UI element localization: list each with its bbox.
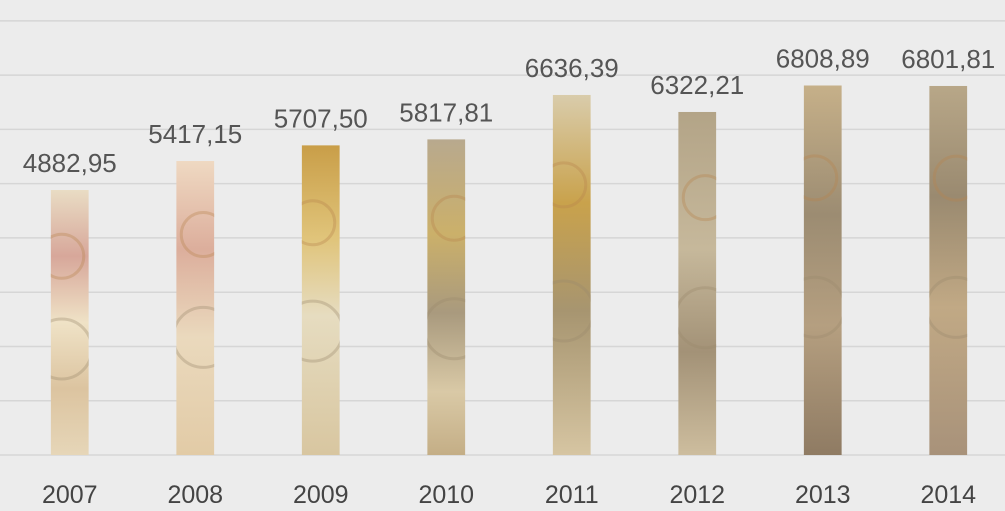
value-label: 6808,89 [776,43,870,73]
bar-2009 [301,145,340,455]
grid-lines [0,20,1005,456]
bar-fill [427,139,466,455]
bar-2008 [176,161,215,456]
bar-texture [552,161,588,209]
value-labels: 4882,95 5417,15 5707,50 5817,81 6636,39 6322,… [23,43,995,178]
x-tick-label: 2012 [669,481,725,509]
bar-2011 [552,94,591,456]
bar-fill [552,94,591,456]
value-label: 5817,81 [399,97,493,127]
bar-texture [179,211,215,259]
bar-texture [430,194,466,242]
value-label: 5417,15 [148,119,242,149]
bar-texture [932,154,968,202]
bar-2012 [678,111,717,456]
bar-texture [678,286,717,350]
bar-texture [301,199,337,247]
value-label: 6636,39 [525,53,619,83]
bar-texture [427,297,466,361]
value-label: 5707,50 [274,103,368,133]
x-tick-label: 2011 [545,481,599,509]
bar-texture [552,279,591,343]
x-tick-label: 2014 [920,481,976,509]
bar-fill [176,161,215,456]
bar-2010 [427,139,466,455]
value-label: 4882,95 [23,148,117,178]
value-label: 6322,21 [650,70,744,100]
bar-fill [929,85,968,455]
bar-fill [678,111,717,456]
x-tick-label: 2007 [42,481,98,509]
x-tick-label: 2013 [795,481,851,509]
x-tick-label: 2009 [293,481,349,509]
bar-texture [50,317,89,381]
bar-texture [803,275,842,339]
x-axis-tick-labels: 2007 2008 2009 2010 2011 2012 2013 2014 [42,481,976,509]
bar-2007 [50,190,89,455]
bar-texture [929,275,968,339]
x-tick-label: 2010 [418,481,474,509]
bar-2013 [803,85,842,455]
bar-fill [803,85,842,455]
bars [50,85,968,456]
x-tick-label: 2008 [167,481,223,509]
bar-texture [301,299,340,363]
bar-fill [301,145,340,455]
bar-fill [50,190,89,455]
value-label: 6801,81 [901,44,995,74]
bar-texture [50,232,86,280]
bar-texture [176,305,215,369]
bar-texture [681,174,717,222]
bar-2014 [929,85,968,455]
bar-texture [803,154,839,202]
